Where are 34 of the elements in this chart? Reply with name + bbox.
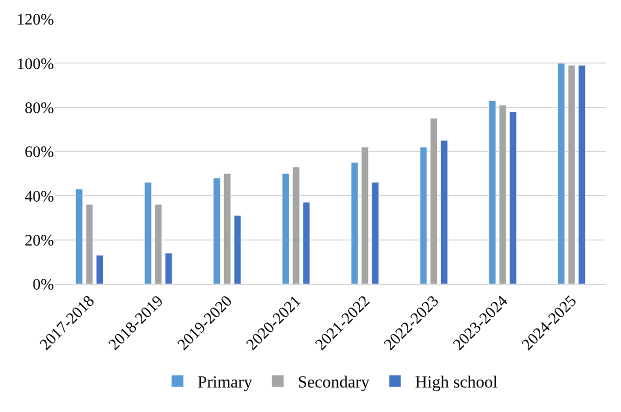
bar: [361, 146, 369, 284]
bar: [440, 140, 448, 284]
bar: [578, 65, 586, 284]
bar: [498, 104, 506, 284]
bar: [558, 62, 565, 284]
y-tick-label: 40%: [24, 188, 54, 206]
bar: [282, 173, 290, 284]
bar: [144, 182, 152, 284]
bar: [96, 255, 104, 284]
y-tick-label: 0%: [32, 276, 54, 294]
legend-label: Primary: [198, 372, 253, 392]
bar: [75, 188, 83, 284]
y-tick-label: 60%: [24, 144, 54, 162]
bar: [292, 166, 300, 284]
bar: [568, 65, 576, 284]
y-tick-label: 120%: [16, 12, 54, 29]
y-tick-label: 100%: [16, 56, 54, 73]
legend-label: High school: [415, 372, 498, 392]
legend-label: Secondary: [298, 372, 370, 392]
bar: [234, 215, 242, 284]
bar: [420, 146, 428, 284]
bar: [86, 204, 94, 284]
bar: [164, 252, 172, 284]
bar: [430, 118, 438, 284]
bar: [488, 100, 496, 284]
bar: [154, 204, 162, 284]
bar: [509, 112, 517, 284]
bar: [302, 202, 310, 284]
bar: [350, 162, 358, 284]
bar: [213, 178, 221, 284]
bar: [223, 173, 231, 284]
bar: [372, 182, 379, 284]
y-tick-label: 20%: [24, 232, 54, 250]
y-tick-label: 80%: [24, 100, 54, 117]
